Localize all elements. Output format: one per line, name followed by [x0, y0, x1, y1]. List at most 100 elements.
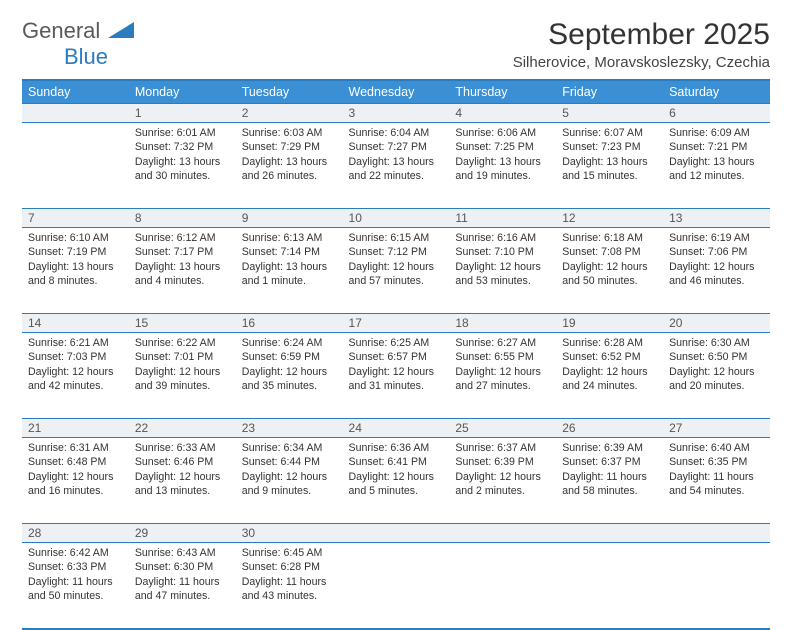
day-cell-content: Sunrise: 6:22 AMSunset: 7:01 PMDaylight:…: [129, 333, 236, 397]
sunrise-line: Sunrise: 6:21 AM: [28, 336, 123, 350]
day-number-cell: 24: [343, 419, 450, 438]
day-cell: Sunrise: 6:07 AMSunset: 7:23 PMDaylight:…: [556, 123, 663, 209]
day-cell: Sunrise: 6:18 AMSunset: 7:08 PMDaylight:…: [556, 228, 663, 314]
sunset-line: Sunset: 6:52 PM: [562, 350, 657, 364]
sunrise-line: Sunrise: 6:34 AM: [242, 441, 337, 455]
daylight-line: Daylight: 12 hours and 9 minutes.: [242, 470, 337, 499]
day-cell: Sunrise: 6:12 AMSunset: 7:17 PMDaylight:…: [129, 228, 236, 314]
sunrise-line: Sunrise: 6:37 AM: [455, 441, 550, 455]
daylight-line: Daylight: 11 hours and 47 minutes.: [135, 575, 230, 604]
sunrise-line: Sunrise: 6:18 AM: [562, 231, 657, 245]
sunset-line: Sunset: 6:33 PM: [28, 560, 123, 574]
sunset-line: Sunset: 7:27 PM: [349, 140, 444, 154]
day-cell: Sunrise: 6:39 AMSunset: 6:37 PMDaylight:…: [556, 438, 663, 524]
sunset-line: Sunset: 6:41 PM: [349, 455, 444, 469]
daylight-line: Daylight: 12 hours and 46 minutes.: [669, 260, 764, 289]
logo-text-blue: Blue: [64, 44, 108, 69]
day-cell: Sunrise: 6:16 AMSunset: 7:10 PMDaylight:…: [449, 228, 556, 314]
day-number-cell: 30: [236, 524, 343, 543]
sunrise-line: Sunrise: 6:40 AM: [669, 441, 764, 455]
sunset-line: Sunset: 7:29 PM: [242, 140, 337, 154]
day-header: Friday: [556, 80, 663, 104]
daylight-line: Daylight: 12 hours and 53 minutes.: [455, 260, 550, 289]
day-cell: Sunrise: 6:40 AMSunset: 6:35 PMDaylight:…: [663, 438, 770, 524]
day-cell-content: Sunrise: 6:13 AMSunset: 7:14 PMDaylight:…: [236, 228, 343, 292]
day-cell-content: Sunrise: 6:19 AMSunset: 7:06 PMDaylight:…: [663, 228, 770, 292]
day-cell-content: Sunrise: 6:28 AMSunset: 6:52 PMDaylight:…: [556, 333, 663, 397]
day-content-row: Sunrise: 6:42 AMSunset: 6:33 PM Daylight:…: [22, 543, 770, 629]
day-cell: Sunrise: 6:45 AMSunset: 6:28 PMDaylight:…: [236, 543, 343, 629]
day-header: Tuesday: [236, 80, 343, 104]
daylight-line: Daylight: 11 hours and 58 minutes.: [562, 470, 657, 499]
day-number-cell: [22, 104, 129, 123]
daylight-line: Daylight: 12 hours and 24 minutes.: [562, 365, 657, 394]
sunrise-line: Sunrise: 6:06 AM: [455, 126, 550, 140]
day-number-cell: 16: [236, 314, 343, 333]
sunset-line: Sunset: 7:10 PM: [455, 245, 550, 259]
daylight-line: Daylight: 13 hours and 12 minutes.: [669, 155, 764, 184]
day-cell-content: Sunrise: 6:43 AMSunset: 6:30 PMDaylight:…: [129, 543, 236, 607]
day-number-cell: 9: [236, 209, 343, 228]
day-number-cell: [663, 524, 770, 543]
day-cell: Sunrise: 6:34 AMSunset: 6:44 PMDaylight:…: [236, 438, 343, 524]
sunset-line: Sunset: 7:21 PM: [669, 140, 764, 154]
day-cell-content: Sunrise: 6:31 AMSunset: 6:48 PMDaylight:…: [22, 438, 129, 502]
logo: General Blue: [22, 18, 134, 70]
daylight-line: Daylight: 11 hours and 54 minutes.: [669, 470, 764, 499]
day-number-cell: 11: [449, 209, 556, 228]
day-cell-content: Sunrise: 6:37 AMSunset: 6:39 PMDaylight:…: [449, 438, 556, 502]
day-cell: Sunrise: 6:06 AMSunset: 7:25 PMDaylight:…: [449, 123, 556, 209]
day-header: Sunday: [22, 80, 129, 104]
sunset-line: Sunset: 6:59 PM: [242, 350, 337, 364]
daylight-line: Daylight: 12 hours and 57 minutes.: [349, 260, 444, 289]
day-cell-content: Sunrise: 6:18 AMSunset: 7:08 PMDaylight:…: [556, 228, 663, 292]
daylight-line: Daylight: 13 hours and 22 minutes.: [349, 155, 444, 184]
daylight-line: Daylight: 12 hours and 42 minutes.: [28, 365, 123, 394]
page-title: September 2025: [513, 18, 770, 52]
day-content-row: Sunrise: 6:01 AMSunset: 7:32 PMDaylight:…: [22, 123, 770, 209]
sunset-line: Sunset: 7:12 PM: [349, 245, 444, 259]
daylight-line: Daylight: 12 hours and 16 minutes.: [28, 470, 123, 499]
sunset-line: Sunset: 6:39 PM: [455, 455, 550, 469]
day-header: Thursday: [449, 80, 556, 104]
day-cell: Sunrise: 6:15 AMSunset: 7:12 PMDaylight:…: [343, 228, 450, 314]
day-number-cell: [556, 524, 663, 543]
day-cell: Sunrise: 6:28 AMSunset: 6:52 PMDaylight:…: [556, 333, 663, 419]
sunrise-line: Sunrise: 6:39 AM: [562, 441, 657, 455]
daylight-line: Daylight: 13 hours and 15 minutes.: [562, 155, 657, 184]
day-number-cell: 28: [22, 524, 129, 543]
day-cell: [449, 543, 556, 629]
day-cell-content: Sunrise: 6:21 AMSunset: 7:03 PMDaylight:…: [22, 333, 129, 397]
day-cell-content: Sunrise: 6:15 AMSunset: 7:12 PMDaylight:…: [343, 228, 450, 292]
day-number-cell: 21: [22, 419, 129, 438]
sunrise-line: Sunrise: 6:13 AM: [242, 231, 337, 245]
day-number-row: 78910111213: [22, 209, 770, 228]
day-header: Wednesday: [343, 80, 450, 104]
day-number-cell: 23: [236, 419, 343, 438]
calendar-table: Sunday Monday Tuesday Wednesday Thursday…: [22, 79, 770, 630]
day-cell: Sunrise: 6:21 AMSunset: 7:03 PMDaylight:…: [22, 333, 129, 419]
day-cell-content: Sunrise: 6:33 AMSunset: 6:46 PMDaylight:…: [129, 438, 236, 502]
day-number-cell: 10: [343, 209, 450, 228]
day-number-cell: 22: [129, 419, 236, 438]
sunrise-line: Sunrise: 6:30 AM: [669, 336, 764, 350]
day-cell: Sunrise: 6:31 AMSunset: 6:48 PMDaylight:…: [22, 438, 129, 524]
day-cell-content: Sunrise: 6:10 AMSunset: 7:19 PMDaylight:…: [22, 228, 129, 292]
day-cell: Sunrise: 6:25 AMSunset: 6:57 PMDaylight:…: [343, 333, 450, 419]
day-number-row: 21222324252627: [22, 419, 770, 438]
location-text: Silherovice, Moravskoslezsky, Czechia: [513, 54, 770, 71]
day-number-row: 14151617181920: [22, 314, 770, 333]
day-cell-content: Sunrise: 6:45 AMSunset: 6:28 PMDaylight:…: [236, 543, 343, 607]
day-number-cell: 4: [449, 104, 556, 123]
day-number-cell: 6: [663, 104, 770, 123]
sunset-line: Sunset: 7:14 PM: [242, 245, 337, 259]
daylight-line: Daylight: 12 hours and 2 minutes.: [455, 470, 550, 499]
day-cell: Sunrise: 6:01 AMSunset: 7:32 PMDaylight:…: [129, 123, 236, 209]
day-number-cell: 20: [663, 314, 770, 333]
day-cell-content: Sunrise: 6:07 AMSunset: 7:23 PMDaylight:…: [556, 123, 663, 187]
sunrise-line: Sunrise: 6:42 AM: [28, 546, 123, 560]
sunrise-line: Sunrise: 6:45 AM: [242, 546, 337, 560]
day-number-cell: 1: [129, 104, 236, 123]
day-cell: [22, 123, 129, 209]
logo-triangle-icon: [108, 22, 134, 38]
